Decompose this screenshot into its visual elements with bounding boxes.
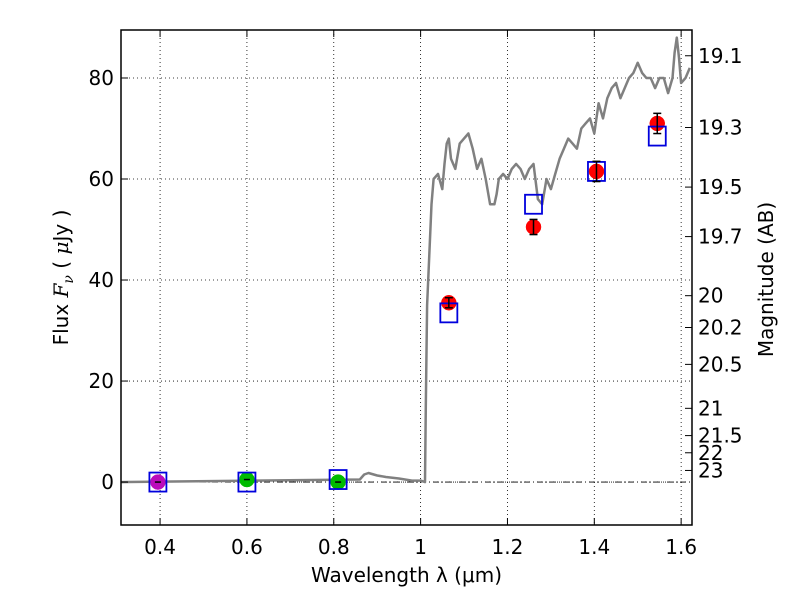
y-tick-label: 40 bbox=[89, 268, 114, 292]
x-axis-ticks: 0.4 0.6 0.8 1 1.2 1.4 1.6 bbox=[144, 30, 697, 559]
right-tick-label: 19.7 bbox=[698, 225, 743, 249]
grid-lines bbox=[121, 30, 692, 525]
right-tick-label: 19.3 bbox=[698, 115, 743, 139]
y-label-open: ( bbox=[49, 255, 73, 276]
x-tick-label: 0.4 bbox=[144, 535, 176, 559]
y-axis-ticks: 0 20 40 60 80 bbox=[89, 66, 128, 494]
y-label-prefix: Flux bbox=[49, 297, 73, 345]
right-tick-label: 20.5 bbox=[698, 352, 743, 376]
model-bandpass-box bbox=[328, 469, 348, 490]
right-tick-label: 20 bbox=[698, 284, 723, 308]
x-tick-label: 1.6 bbox=[665, 535, 697, 559]
y-tick-label: 20 bbox=[89, 369, 114, 393]
x-tick-label: 1.2 bbox=[492, 535, 524, 559]
right-tick-label: 19.5 bbox=[698, 175, 743, 199]
y-tick-label: 0 bbox=[101, 470, 114, 494]
y-tick-label: 60 bbox=[89, 167, 114, 191]
right-tick-label: 21 bbox=[698, 396, 723, 420]
y-label-symbol: F bbox=[49, 282, 73, 298]
y-label-mu: μ bbox=[49, 242, 73, 255]
plot-frame bbox=[120, 29, 693, 526]
right-tick-label: 20.2 bbox=[698, 316, 743, 340]
model-spectrum-layer bbox=[120, 36, 691, 484]
x-tick-label: 0.6 bbox=[231, 535, 263, 559]
x-tick-label: 1.4 bbox=[578, 535, 610, 559]
y-label-close: ) bbox=[49, 210, 73, 224]
model-bandpass-box bbox=[524, 193, 543, 215]
right-tick-label: 19.1 bbox=[698, 44, 743, 68]
right-tick-label: 21.5 bbox=[698, 424, 743, 448]
y-tick-label: 80 bbox=[89, 66, 114, 90]
model-bandpass-box bbox=[148, 471, 168, 493]
right-axis-label: Magnitude (AB) bbox=[754, 202, 778, 357]
x-axis-label: Wavelength λ (μm) bbox=[311, 563, 502, 587]
data-points-layer bbox=[148, 112, 667, 493]
x-tick-label: 0.8 bbox=[318, 535, 350, 559]
model-bandpass-box bbox=[237, 471, 257, 493]
y-axis-label: Flux Fν ( μJy ) bbox=[49, 210, 77, 346]
right-tick-label: 23 bbox=[698, 458, 723, 482]
model-spectrum-line bbox=[120, 36, 691, 484]
right-tick-label: 22 bbox=[698, 441, 723, 465]
y-label-unit: Jy bbox=[49, 224, 73, 244]
x-tick-label: 1 bbox=[414, 535, 427, 559]
y-label-subscript: ν bbox=[61, 275, 77, 284]
